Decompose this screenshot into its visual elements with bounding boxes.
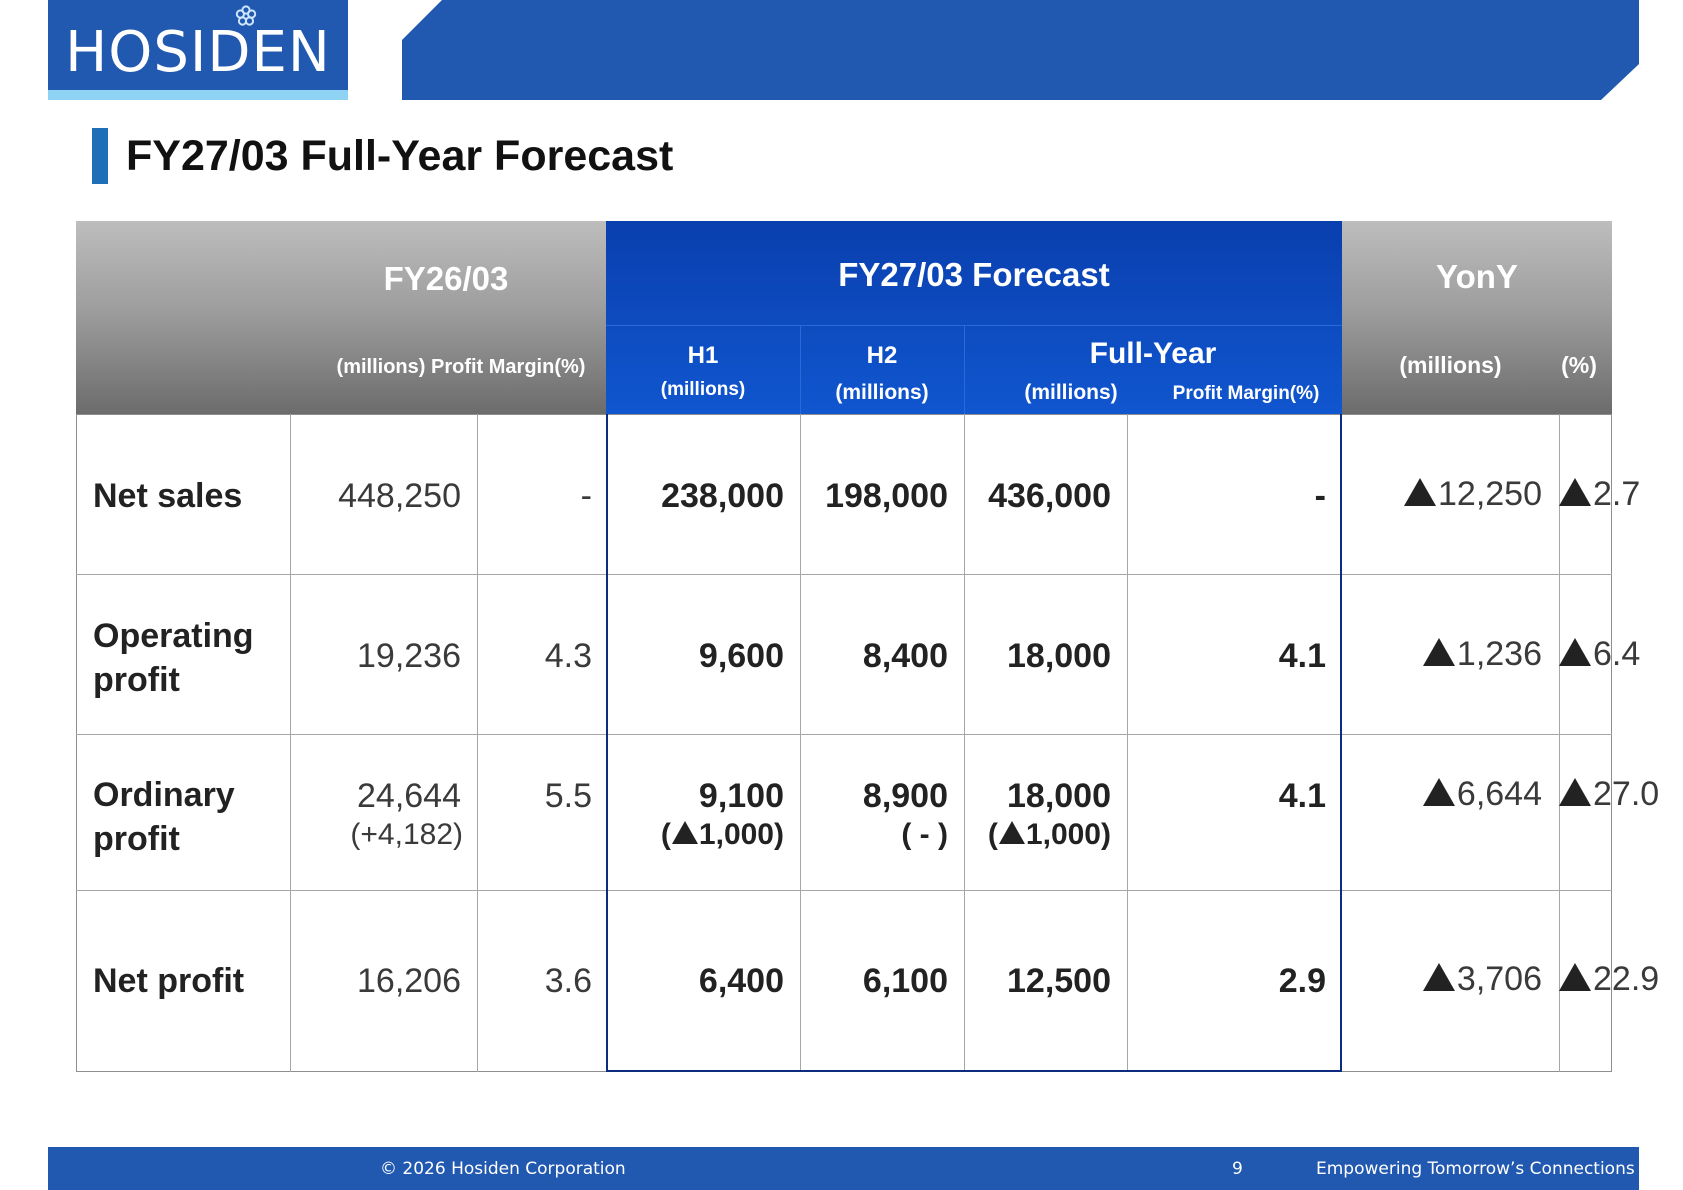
row-divider [76,734,1612,735]
decrease-triangle-icon [1404,478,1436,506]
column-divider [477,414,478,1072]
header-h1: H1 [687,342,719,369]
full-year-value: 12,500 [1007,962,1111,1000]
fy26-value: 448,250 [338,477,461,515]
header-yony-title: YonY [1436,258,1518,295]
decrease-triangle-icon [1559,478,1591,506]
column-divider [800,414,801,1072]
header-h2-unit: (millions) [835,381,929,404]
yony-millions: 6,644 [1342,775,1542,813]
header-full-unit: (millions) [1024,381,1118,404]
header-full-margin: Profit Margin(%) [1172,383,1320,404]
column-divider [1127,414,1128,1072]
h1-value: 9,100 [698,777,784,815]
decrease-triangle-icon [998,821,1025,844]
h2-value: 8,400 [862,637,948,675]
row-label-line2: profit [93,820,180,858]
company-logo: HOSIDEN [48,0,348,100]
row-label: Operating [93,617,254,655]
forecast-highlight-box [606,414,1342,1072]
h2-value: 198,000 [825,477,948,515]
header-divider [606,325,1342,326]
decrease-triangle-icon [1422,963,1455,991]
fy26-value: 16,206 [357,962,461,1000]
header-yony-millions: (millions) [1399,352,1502,378]
footer-copyright: © 2026 Hosiden Corporation [380,1159,626,1179]
header-h1-unit: (millions) [660,379,746,400]
logo-wordmark: HOSIDEN [65,20,331,85]
footer-tagline: Empowering Tomorrow’s Connections [1316,1159,1635,1179]
row-divider [76,890,1612,891]
fy26-margin: 3.6 [544,962,592,1000]
row-label: Net sales [93,477,243,515]
full-year-margin: - [1314,477,1326,515]
h2-value-change: ( - ) [901,818,948,851]
fy26-value-adjustment: (+4,182) [350,818,463,851]
header-forecast-title: FY27/03 Forecast [838,256,1110,293]
yony-percent: 22.9 [1559,960,1659,998]
h1-value-change: (1,000) [660,818,784,851]
fy26-value: 24,644 [357,777,461,815]
header-fy26-sub: (millions) Profit Margin(%) [336,356,586,378]
yony-millions: 1,236 [1342,635,1542,673]
fy26-margin: - [580,477,592,515]
yony-millions: 12,250 [1342,475,1542,513]
yony-percent: 2.7 [1559,475,1640,513]
full-year-margin: 2.9 [1278,962,1326,1000]
column-divider [1559,414,1560,1072]
decrease-triangle-icon [1559,963,1591,991]
decrease-triangle-icon [1422,778,1455,806]
header-forecast-bg [606,221,1342,414]
header-divider [800,326,801,414]
header-h2: H2 [866,342,898,369]
full-year-value: 18,000 [1007,777,1111,815]
full-year-value: 436,000 [988,477,1111,515]
h2-value: 6,100 [862,962,948,1000]
page-title: FY27/03 Full-Year Forecast [126,132,674,180]
column-divider [290,414,291,1072]
fy26-margin: 5.5 [544,777,592,815]
title-accent-bar [92,128,108,184]
header-fy26-bg [76,221,606,414]
header-yony-bg [1342,221,1612,414]
decrease-triangle-icon [1559,638,1591,666]
yony-millions: 3,706 [1342,960,1542,998]
decrease-triangle-icon [1422,638,1455,666]
column-divider [964,414,965,1072]
forecast-table: FY26/03 (millions) Profit Margin(%) FY27… [76,221,1659,1072]
flower-logo-icon [235,5,257,26]
row-label-line2: profit [93,661,180,699]
h1-value: 238,000 [661,477,784,515]
fy26-margin: 4.3 [544,637,592,675]
full-year-margin: 4.1 [1278,777,1326,815]
h2-value: 8,900 [862,777,948,815]
header-yony-percent: (%) [1561,352,1597,378]
full-year-value-change: (1,000) [987,818,1111,851]
footer-bar: © 2026 Hosiden Corporation 9 Empowering … [48,1147,1639,1190]
decrease-triangle-icon [671,821,698,844]
row-label: Net profit [93,962,245,1000]
row-divider [76,574,1612,575]
full-year-margin: 4.1 [1278,637,1326,675]
header-band [402,0,1639,100]
yony-percent: 6.4 [1559,635,1640,673]
footer-page-number: 9 [1232,1159,1243,1179]
h1-value: 9,600 [698,637,784,675]
full-year-value: 18,000 [1007,637,1111,675]
fy26-value: 19,236 [357,637,461,675]
h1-value: 6,400 [698,962,784,1000]
decrease-triangle-icon [1559,778,1591,806]
header-full-year: Full-Year [1089,337,1217,370]
yony-percent: 27.0 [1559,775,1659,813]
header-fy26-title: FY26/03 [383,260,509,297]
header-divider [964,326,965,414]
row-label: Ordinary [93,776,235,814]
